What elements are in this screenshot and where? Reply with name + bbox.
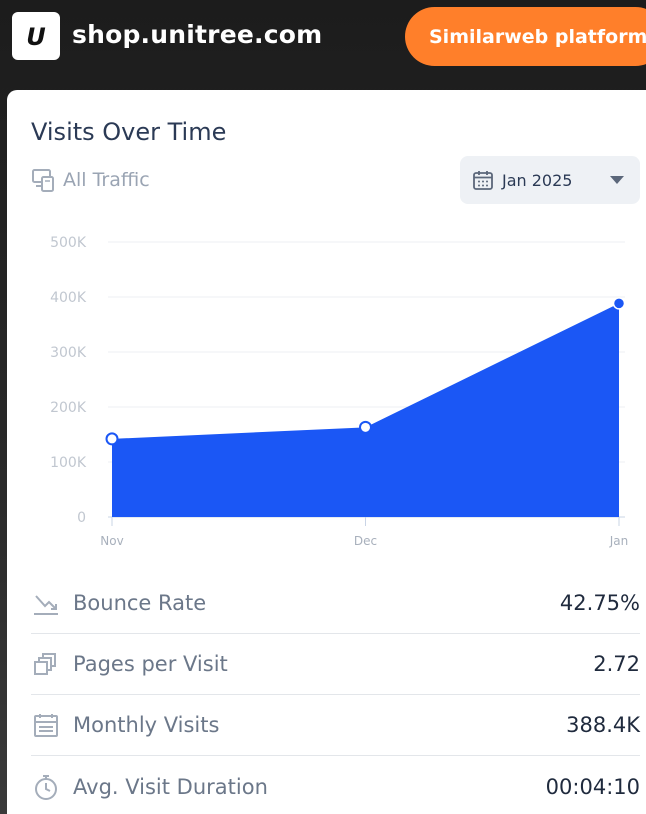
similarweb-platform-button[interactable]: Similarweb platform [405, 7, 646, 66]
y-tick-label: 400K [50, 290, 87, 306]
metric-label: Pages per Visit [73, 652, 228, 676]
y-tick-label: 100K [50, 455, 87, 471]
chart-points [105, 297, 626, 446]
metric-bounce-rate: Bounce Rate 42.75% [31, 573, 640, 634]
stopwatch-icon [31, 773, 61, 801]
y-axis-ticks: 0 100K 200K 300K 400K 500K [50, 235, 87, 526]
visits-chart: 0 100K 200K 300K 400K 500K Nov Dec Jan [50, 235, 628, 548]
metric-value: 2.72 [593, 652, 640, 676]
metric-pages-per-visit: Pages per Visit 2.72 [31, 634, 640, 695]
pages-icon [31, 651, 61, 677]
site-name[interactable]: shop.unitree.com [72, 20, 323, 49]
logo-letter: U [26, 23, 46, 49]
top-bar: U shop.unitree.com Similarweb platform [0, 0, 646, 90]
metric-value: 42.75% [559, 591, 640, 615]
data-point [359, 420, 372, 434]
y-tick-label: 300K [50, 345, 87, 361]
data-point [105, 432, 119, 446]
metric-monthly-visits: Monthly Visits 388.4K [31, 695, 640, 756]
metric-label: Avg. Visit Duration [73, 774, 268, 799]
y-tick-label: 500K [50, 235, 87, 251]
calendar-small-icon [473, 171, 493, 190]
metric-avg-visit-duration: Avg. Visit Duration 00:04:10 [31, 756, 640, 814]
x-tick-label: Nov [100, 534, 123, 548]
card-title: Visits Over Time [31, 118, 227, 146]
x-tick-label: Dec [354, 534, 377, 548]
metric-label: Monthly Visits [73, 713, 220, 737]
metric-label: Bounce Rate [73, 591, 207, 615]
data-point [612, 297, 626, 310]
y-tick-label: 0 [77, 510, 86, 526]
metric-value: 388.4K [566, 713, 640, 737]
metrics-list: Bounce Rate 42.75% Pages per Visit 2.72 … [31, 573, 640, 814]
date-selector[interactable]: Jan 2025 [460, 156, 640, 204]
chevron-down-icon [610, 176, 624, 184]
calendar-icon [31, 712, 61, 738]
chart-area-layer [112, 303, 619, 517]
bounce-rate-icon [31, 590, 61, 616]
traffic-filter-label: All Traffic [63, 169, 150, 191]
x-tick-label: Jan [609, 534, 629, 548]
metric-value: 00:04:10 [545, 774, 640, 799]
devices-icon [32, 169, 54, 192]
traffic-filter[interactable]: All Traffic [31, 166, 150, 194]
y-tick-label: 200K [50, 400, 87, 416]
x-axis-ticks: Nov Dec Jan [100, 517, 628, 548]
visits-area [112, 303, 619, 517]
date-selector-label: Jan 2025 [502, 170, 573, 190]
unitree-logo-icon: U [26, 23, 46, 49]
site-logo[interactable]: U [12, 12, 60, 60]
